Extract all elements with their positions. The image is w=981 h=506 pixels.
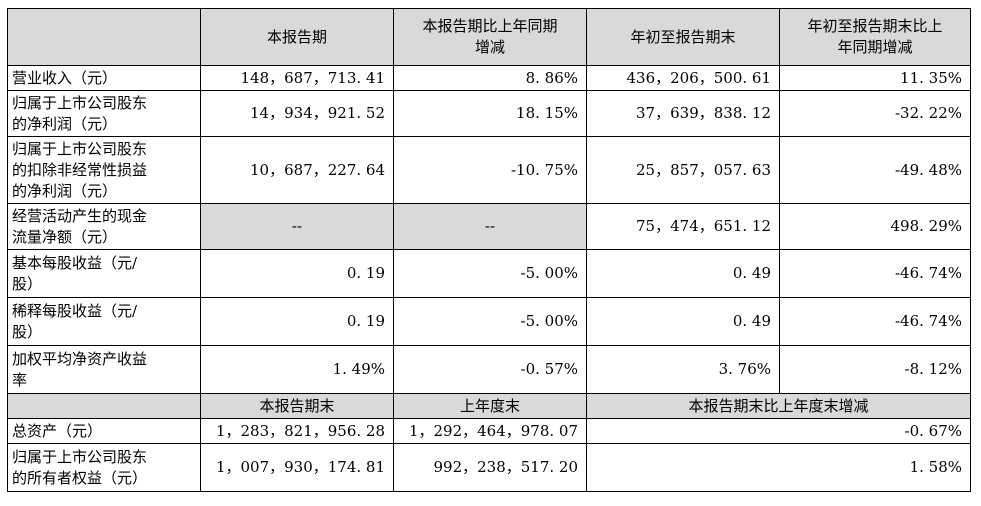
financial-data-table: 本报告期 本报告期比上年同期 增减 年初至报告期末 年初至报告期末比上 年同期增减 营业收入…	[7, 8, 971, 492]
value-cell: -49. 48%	[779, 136, 971, 204]
table-row: 稀释每股收益（元/股） 0. 19 -5. 00% 0. 49 -46. 74%	[7, 297, 971, 346]
value-cell: 75，474，651. 12	[586, 203, 780, 250]
row-label: 加权平均净资产收益率	[7, 345, 201, 394]
row-label: 总资产（元）	[7, 418, 201, 444]
value-cell: 10，687，227. 64	[200, 136, 394, 204]
value-cell: -46. 74%	[779, 249, 971, 298]
header-cell: 年初至报告期末	[586, 8, 780, 66]
empty-cell: --	[200, 203, 394, 250]
value-cell: 3. 76%	[586, 345, 780, 394]
table-row: 基本每股收益（元/股） 0. 19 -5. 00% 0. 49 -46. 74%	[7, 249, 971, 298]
header-cell: 年初至报告期末比上 年同期增减	[779, 8, 971, 66]
value-cell: 1. 49%	[200, 345, 394, 394]
row-label: 营业收入（元）	[7, 65, 201, 91]
value-cell: -0. 57%	[393, 345, 587, 394]
value-cell: 11. 35%	[779, 65, 971, 91]
table-row: 归属于上市公司股东 的净利润（元） 14，934，921. 52 18. 15% 37，…	[7, 90, 971, 137]
value-cell: 0. 49	[586, 249, 780, 298]
value-cell: -32. 22%	[779, 90, 971, 137]
row-label: 归属于上市公司股东 的所有者权益（元）	[7, 443, 201, 492]
header-row: 本报告期 本报告期比上年同期 增减 年初至报告期末 年初至报告期末比上 年同期增减	[7, 8, 971, 66]
row-label: 经营活动产生的现金 流量净额（元）	[7, 203, 201, 250]
header-row-2: 本报告期末 上年度末 本报告期末比上年度末增减	[7, 393, 971, 419]
row-label: 基本每股收益（元/股）	[7, 249, 201, 298]
row-label: 归属于上市公司股东 的净利润（元）	[7, 90, 201, 137]
value-cell: 0. 19	[200, 249, 394, 298]
row-label: 归属于上市公司股东 的扣除非经常性损益 的净利润（元）	[7, 136, 201, 204]
header-cell: 本报告期	[200, 8, 394, 66]
value-cell: 37，639，838. 12	[586, 90, 780, 137]
table-row: 总资产（元） 1，283，821，956. 28 1，292，464，978. 07…	[7, 418, 971, 444]
header-cell	[7, 393, 201, 419]
header-cell: 上年度末	[393, 393, 587, 419]
value-cell: 1，007，930，174. 81	[200, 443, 394, 492]
value-cell: 436，206，500. 61	[586, 65, 780, 91]
value-cell: 498. 29%	[779, 203, 971, 250]
table-row: 归属于上市公司股东 的扣除非经常性损益 的净利润（元） 10，687，227. 64-…	[7, 136, 971, 204]
header-cell: 本报告期比上年同期 增减	[393, 8, 587, 66]
header-cell	[7, 8, 201, 66]
value-cell: -5. 00%	[393, 297, 587, 346]
value-cell: 25，857，057. 63	[586, 136, 780, 204]
value-cell: 18. 15%	[393, 90, 587, 137]
value-cell: 1，283，821，956. 28	[200, 418, 394, 444]
table-row: 加权平均净资产收益率 1. 49% -0. 57% 3. 76% -8. 12%	[7, 345, 971, 394]
empty-cell: --	[393, 203, 587, 250]
value-cell: 0. 19	[200, 297, 394, 346]
value-cell: -46. 74%	[779, 297, 971, 346]
value-cell: 1，292，464，978. 07	[393, 418, 587, 444]
table-row: 营业收入（元） 148，687，713. 41 8. 86% 436，206，500.…	[7, 65, 971, 91]
value-cell: -0. 67%	[586, 418, 971, 444]
value-cell: 992，238，517. 20	[393, 443, 587, 492]
value-cell: -10. 75%	[393, 136, 587, 204]
table-row: 归属于上市公司股东 的所有者权益（元） 1，007，930，174. 81 992，2…	[7, 443, 971, 492]
value-cell: 14，934，921. 52	[200, 90, 394, 137]
value-cell: -8. 12%	[779, 345, 971, 394]
value-cell: 148，687，713. 41	[200, 65, 394, 91]
table-row: 经营活动产生的现金 流量净额（元） -- -- 75，474，651. 12 498. 2…	[7, 203, 971, 250]
value-cell: -5. 00%	[393, 249, 587, 298]
value-cell: 0. 49	[586, 297, 780, 346]
header-cell: 本报告期末比上年度末增减	[586, 393, 971, 419]
value-cell: 1. 58%	[586, 443, 971, 492]
header-cell: 本报告期末	[200, 393, 394, 419]
row-label: 稀释每股收益（元/股）	[7, 297, 201, 346]
value-cell: 8. 86%	[393, 65, 587, 91]
